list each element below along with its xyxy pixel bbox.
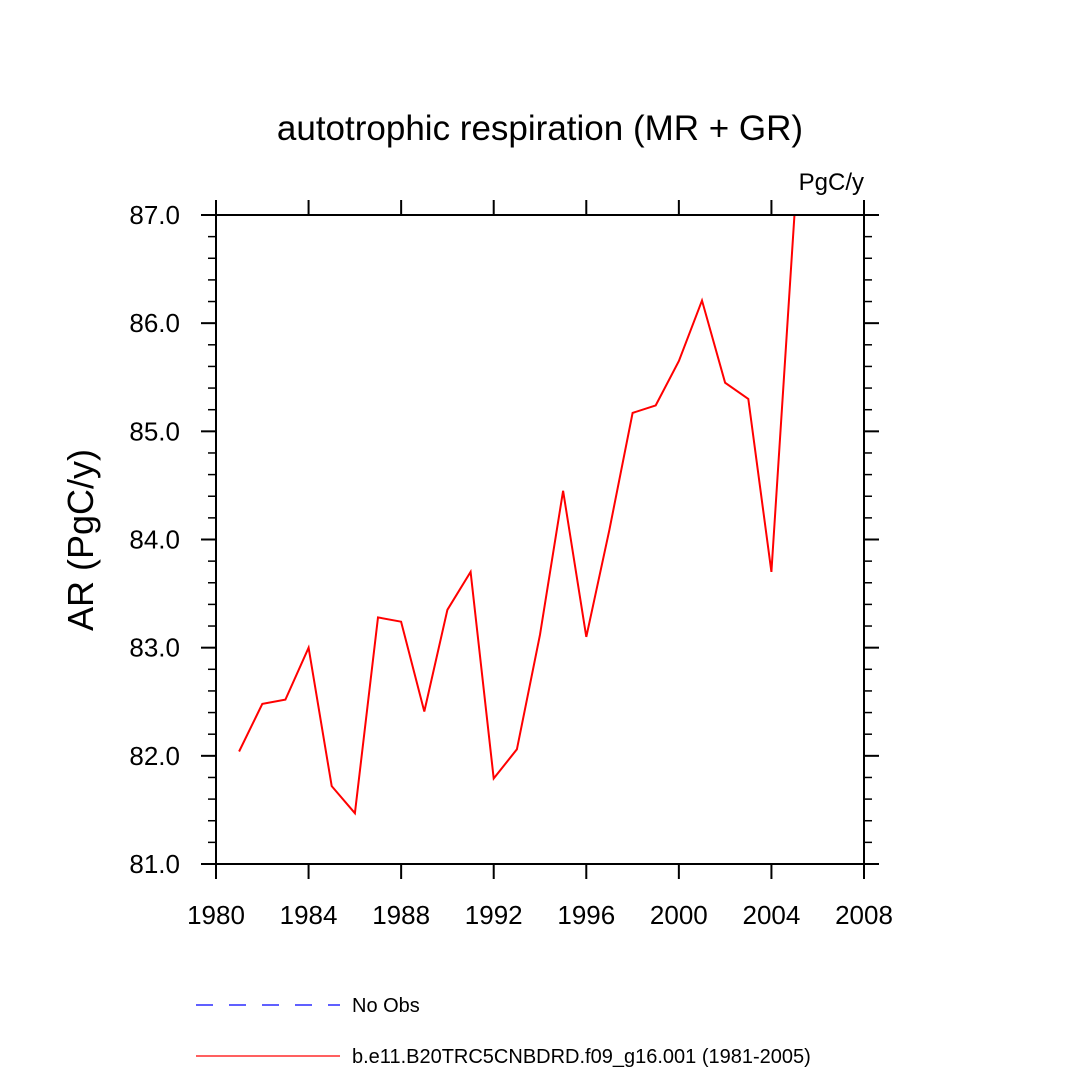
units-label: PgC/y xyxy=(799,169,864,196)
x-tick-label: 1992 xyxy=(465,900,523,930)
axis-layer: 1980 1984 1988 1992 1996 2000 2004 2008 81.0 82.0… xyxy=(129,200,893,930)
legend-label: No Obs xyxy=(352,995,420,1017)
y-tick-label: 84.0 xyxy=(129,525,180,555)
x-tick-label: 2000 xyxy=(650,900,708,930)
x-tick-label: 2004 xyxy=(743,900,801,930)
series-layer xyxy=(238,215,796,816)
y-tick-label: 82.0 xyxy=(129,741,180,771)
y-tick-label: 85.0 xyxy=(129,416,180,446)
y-tick-label: 87.0 xyxy=(129,200,180,230)
x-tick-label: 1996 xyxy=(557,900,615,930)
x-tick-label: 2008 xyxy=(835,900,893,930)
chart-title: autotrophic respiration (MR + GR) xyxy=(277,109,803,148)
x-tick-label: 1980 xyxy=(187,900,245,930)
y-axis-label: AR (PgC/y) xyxy=(60,449,101,631)
x-tick-label: 1984 xyxy=(280,900,338,930)
y-tick-label: 81.0 xyxy=(129,849,180,879)
y-tick-label: 86.0 xyxy=(129,308,180,338)
legend: No Obs b.e11.B20TRC5CNBDRD.f09_g16.001 (1… xyxy=(196,995,811,1068)
legend-label: b.e11.B20TRC5CNBDRD.f09_g16.001 (1981-20… xyxy=(352,1046,811,1068)
x-tick-label: 1988 xyxy=(372,900,430,930)
y-tick-label: 83.0 xyxy=(129,633,180,663)
series-line xyxy=(238,215,796,816)
